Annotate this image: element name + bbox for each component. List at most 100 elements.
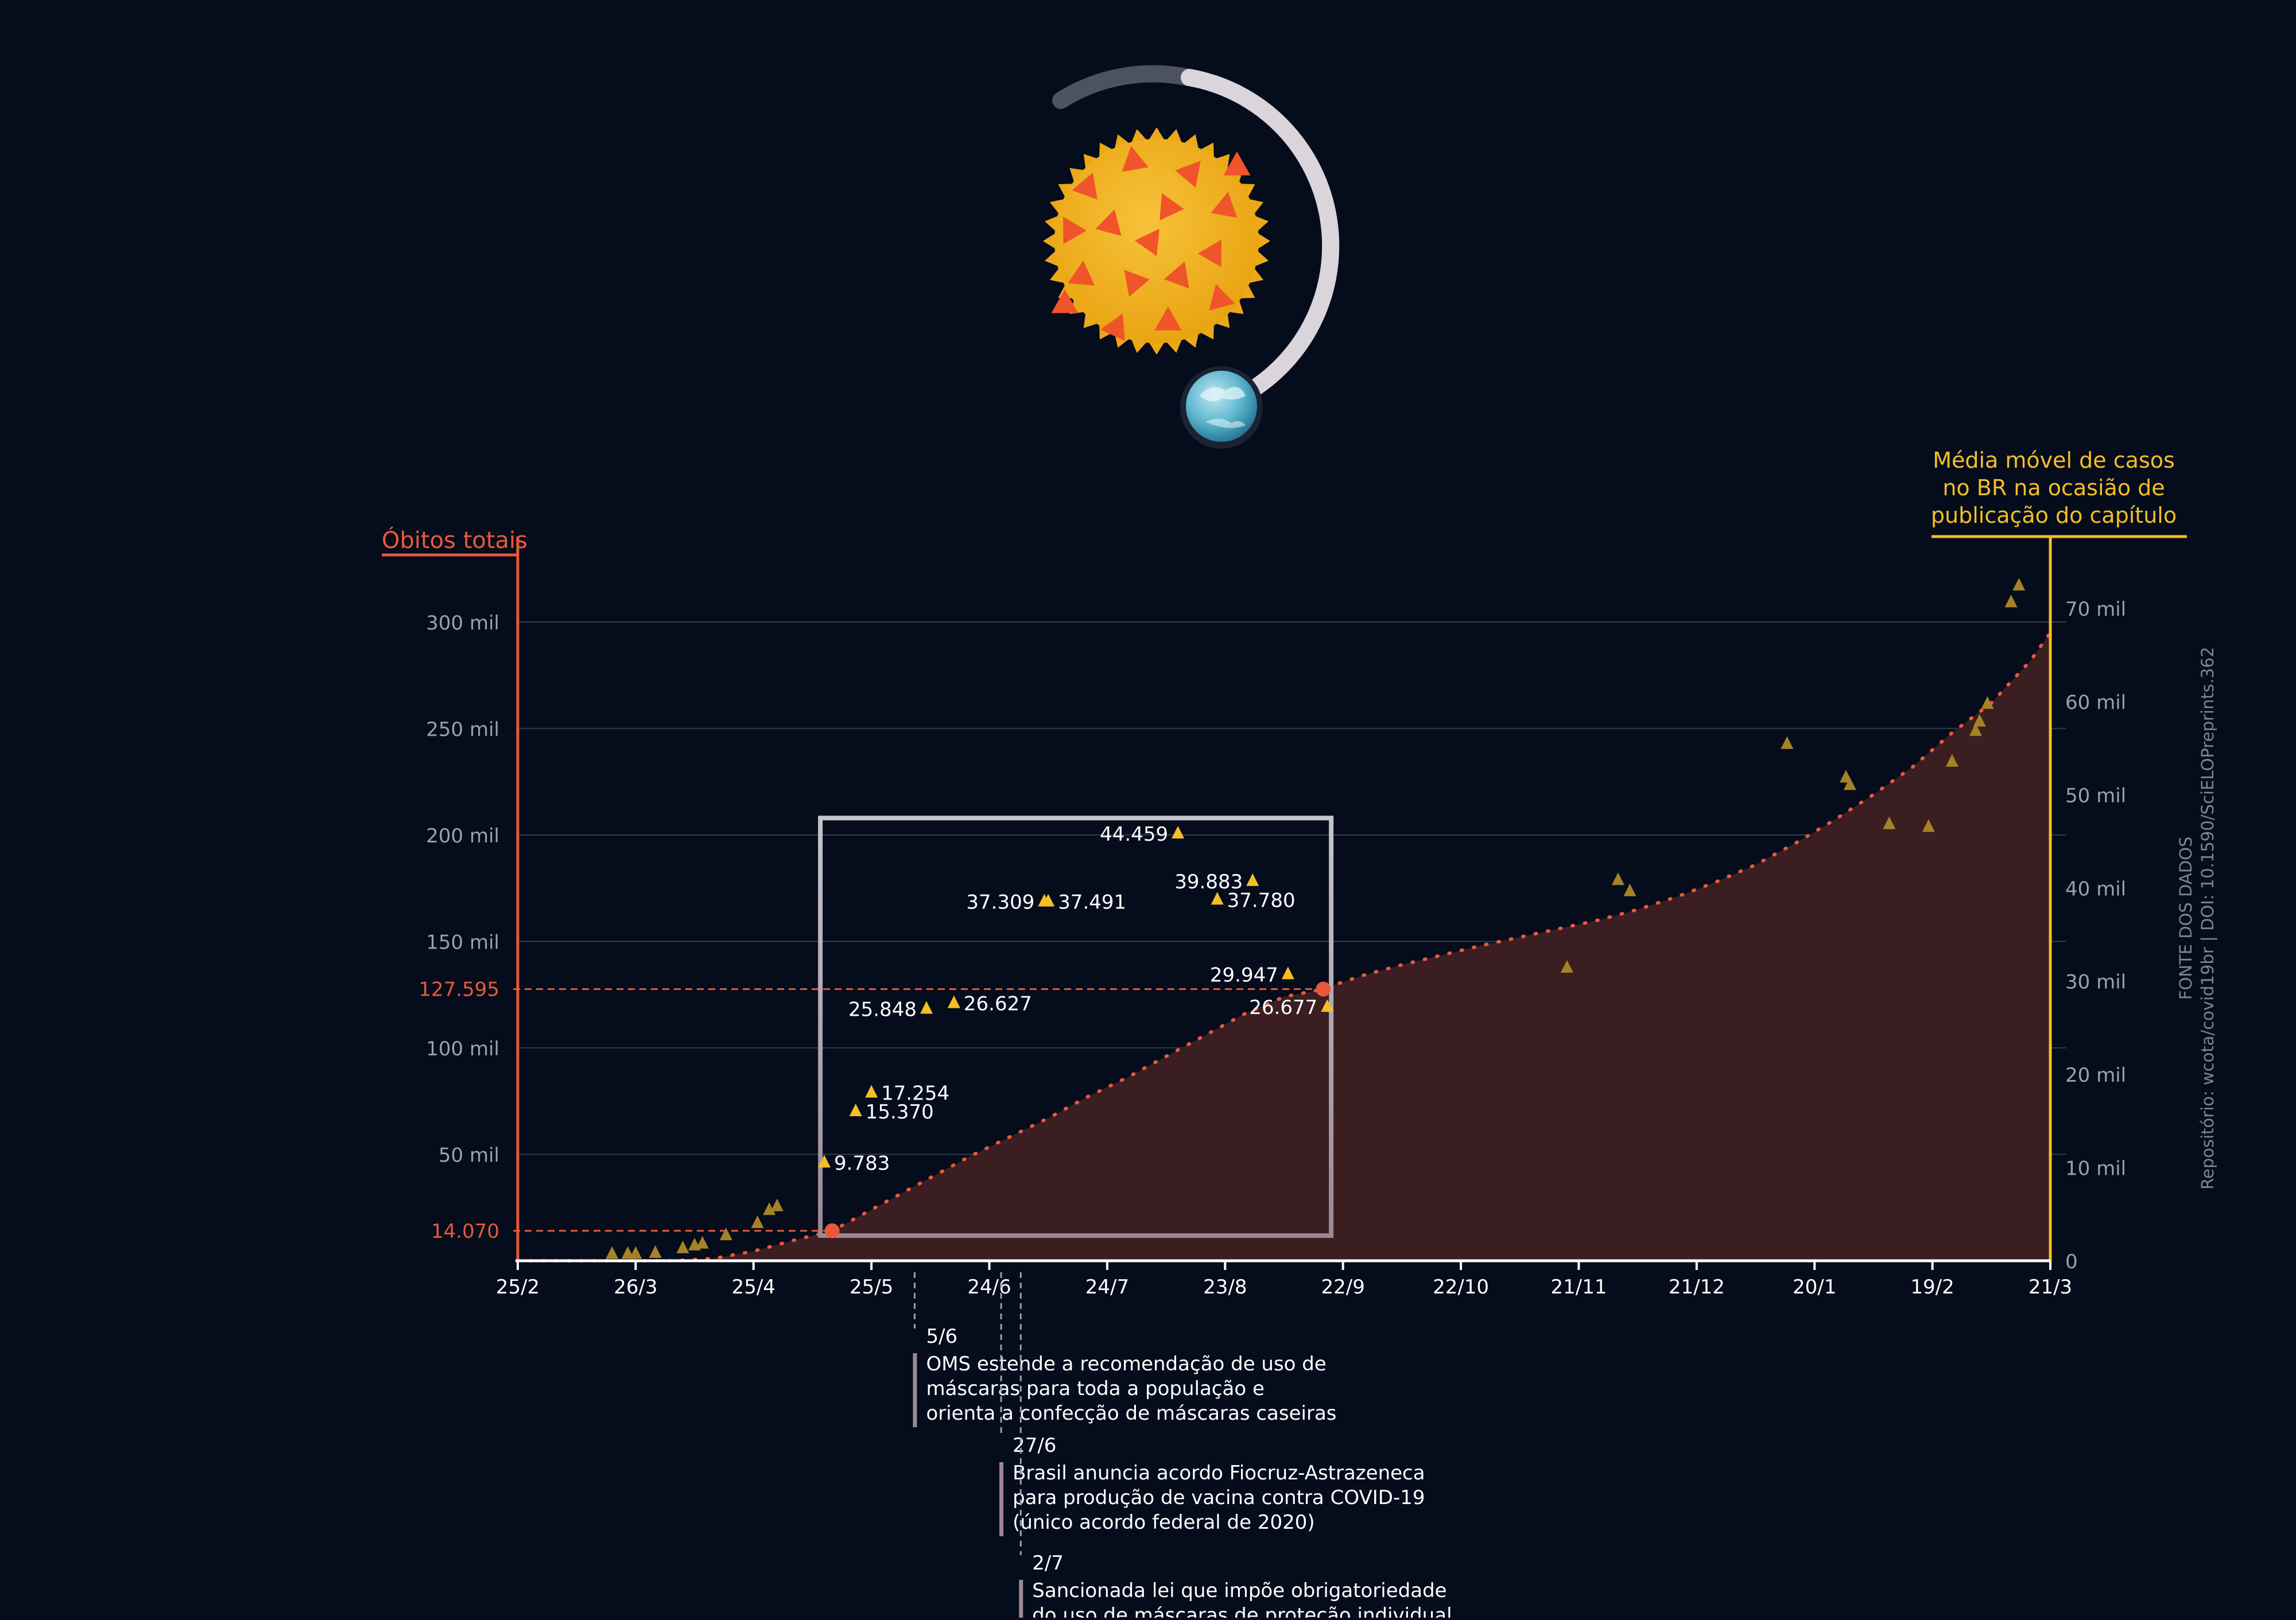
faded-case-marker <box>1883 816 1896 829</box>
annotation-bar <box>1019 1580 1023 1620</box>
highlight-box-frame <box>818 815 1334 1238</box>
orbit-arc-light <box>1181 69 1340 399</box>
virus-protein <box>1100 313 1125 341</box>
virus-protein <box>1072 172 1097 200</box>
virus-protein <box>1209 283 1235 311</box>
right-tick-label: 40 mil <box>2065 877 2126 900</box>
virus-orbit-illustration <box>1043 65 1340 449</box>
right-axis-title: Média móvel de casos <box>1933 448 2175 473</box>
case-marker-label: 26.677 <box>1249 996 1317 1019</box>
virus-protein <box>1175 161 1201 188</box>
right-tick-label: 60 mil <box>2065 691 2126 714</box>
left-tick-label: 200 mil <box>426 825 499 848</box>
x-tick-label: 22/9 <box>1321 1276 1365 1299</box>
case-marker <box>947 995 960 1008</box>
virus-protein <box>1095 209 1122 236</box>
faded-case-marker <box>1623 883 1636 896</box>
faded-case-marker <box>2012 578 2026 591</box>
highlight-point <box>1316 981 1331 997</box>
faded-case-marker <box>1945 754 1958 767</box>
earth-cloud <box>1200 387 1246 402</box>
annotation-text: máscaras para toda a população e <box>926 1377 1264 1400</box>
case-marker-label: 26.627 <box>964 993 1032 1016</box>
annotation-text: OMS estende a recomendação de uso de <box>926 1353 1326 1376</box>
right-tick-label: 50 mil <box>2065 784 2126 807</box>
case-marker-label: 29.947 <box>1210 964 1278 986</box>
virus-protein <box>1124 270 1150 297</box>
x-tick-label: 24/6 <box>967 1276 1011 1299</box>
annotation-date: 27/6 <box>1013 1434 1056 1457</box>
annotation-text: Brasil anuncia acordo Fiocruz-Astrazenec… <box>1013 1462 1425 1485</box>
x-tick-label: 19/2 <box>1910 1276 1954 1299</box>
case-marker <box>818 1155 831 1168</box>
x-tick-label: 25/5 <box>850 1276 893 1299</box>
faded-case-marker <box>1973 714 1986 727</box>
annotation-text: (único acordo federal de 2020) <box>1013 1511 1315 1534</box>
highlight-value-label: 127.595 <box>418 978 499 1001</box>
left-tick-label: 100 mil <box>426 1038 499 1060</box>
x-tick-label: 26/3 <box>614 1276 657 1299</box>
x-tick-label: 21/3 <box>2029 1276 2072 1299</box>
case-marker-label: 25.848 <box>848 998 917 1021</box>
highlight-value-label: 14.070 <box>431 1220 499 1243</box>
case-marker <box>849 1104 862 1117</box>
case-marker-label: 39.883 <box>1174 871 1243 893</box>
case-marker-label: 44.459 <box>1100 823 1168 846</box>
data-source: FONTE DOS DADOS Repositório: wcota/covid1… <box>2176 647 2217 1190</box>
earth-icon <box>1186 371 1257 442</box>
source-text: FONTE DOS DADOS <box>2176 837 2196 1000</box>
left-tick-label: 50 mil <box>439 1144 499 1167</box>
axes: Óbitos totais 50 mil 100 mil 150 mil 200 mil… <box>382 448 2187 1299</box>
faded-case-marker <box>1781 736 1794 749</box>
left-tick-label: 250 mil <box>426 718 499 741</box>
x-tick-label: 23/8 <box>1203 1276 1247 1299</box>
case-marker <box>1211 892 1224 905</box>
faded-case-marker <box>1922 819 1935 832</box>
right-tick-label: 10 mil <box>2065 1157 2126 1180</box>
orbit-arc-dark <box>1052 65 1197 109</box>
highlight-box <box>818 815 1334 1238</box>
faded-case-marker <box>2004 595 2018 608</box>
case-marker-label: 9.783 <box>834 1152 890 1175</box>
deaths-area-fill <box>518 632 2050 1261</box>
virus-protein <box>1154 306 1182 331</box>
left-tick-label: 150 mil <box>426 931 499 954</box>
case-marker-label: 37.780 <box>1227 889 1296 912</box>
faded-case-marker <box>719 1227 732 1241</box>
case-marker <box>865 1085 878 1098</box>
right-tick-label: 0 <box>2065 1250 2078 1273</box>
faded-case-marker <box>696 1236 709 1249</box>
x-tick-label: 21/11 <box>1550 1276 1607 1299</box>
faded-case-marker <box>1981 696 1994 709</box>
left-axis-title: Óbitos totais <box>382 526 528 554</box>
virus-icon <box>1043 127 1270 355</box>
case-marker <box>1246 873 1259 886</box>
x-tick-label: 25/4 <box>732 1276 775 1299</box>
earth-cloud <box>1205 418 1246 428</box>
faded-case-marker <box>606 1246 619 1259</box>
virus-protein <box>1163 261 1189 289</box>
right-tick-label: 20 mil <box>2065 1064 2126 1087</box>
faded-case-marker <box>1560 959 1573 973</box>
case-marker <box>1321 999 1334 1012</box>
case-marker-label: 37.309 <box>966 891 1034 914</box>
right-axis-title: no BR na ocasião de <box>1942 475 2165 500</box>
timeline-annotations: 5/6 OMS estende a recomendação de uso dem… <box>913 1272 1452 1620</box>
right-tick-label: 30 mil <box>2065 971 2126 994</box>
annotation-text: orienta a confecção de máscaras caseiras <box>926 1402 1336 1425</box>
annotation-date: 5/6 <box>926 1325 957 1348</box>
faded-case-marker <box>751 1215 764 1229</box>
x-tick-label: 21/12 <box>1669 1276 1725 1299</box>
source-text: Repositório: wcota/covid19br | DOI: 10.1… <box>2198 647 2217 1190</box>
highlighted-death-points: 14.070 127.595 <box>418 978 1331 1243</box>
case-marker <box>1281 966 1294 980</box>
virus-protein <box>1134 228 1159 257</box>
faded-case-marker <box>1611 872 1624 885</box>
virus-protein <box>1122 146 1149 172</box>
virus-protein <box>1211 192 1238 218</box>
case-marker-label: 37.491 <box>1058 891 1126 914</box>
faded-case-marker <box>1843 777 1856 790</box>
annotation-text: para produção de vacina contra COVID-19 <box>1013 1486 1425 1509</box>
